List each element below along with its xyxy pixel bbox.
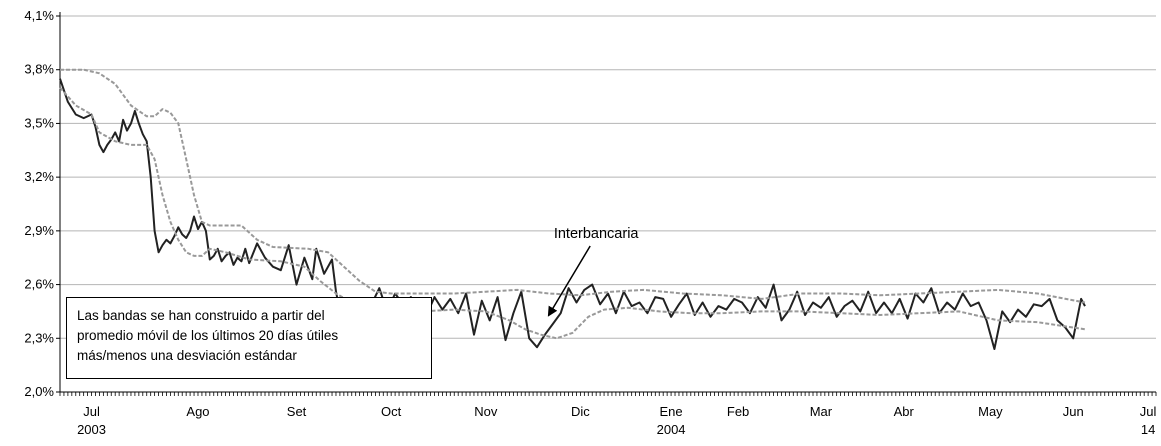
x-tick-label: Jul (83, 404, 100, 419)
x-tick-label: Set (287, 404, 307, 419)
x-tick-sublabel: 14 (1141, 422, 1155, 437)
y-tick-label: 3,5% (24, 115, 54, 130)
x-tick-label: Jul (1140, 404, 1157, 419)
x-tick-label: Abr (894, 404, 915, 419)
note-line-2: promedio móvil de los últimos 20 días út… (77, 328, 339, 343)
axis-labels: 2,0% 2,3% 2,6% 2,9% 3,2% 3,5% 3,8% 4,1% Jul 2003 A… (24, 8, 1156, 437)
annotations: Interbancaria (547, 226, 640, 317)
annotation-arrow (547, 245, 591, 317)
y-tick-label: 2,9% (24, 223, 54, 238)
x-tick-label: Dic (571, 404, 590, 419)
x-tick-label: Jun (1063, 404, 1084, 419)
x-tick-label: May (978, 404, 1003, 419)
x-tick-sublabel: 2003 (77, 422, 106, 437)
annotation-label: Interbancaria (554, 226, 640, 242)
y-tick-label: 2,6% (24, 277, 54, 292)
x-tick-label: Feb (727, 404, 749, 419)
note-box: Las bandas se han construido a partir de… (66, 297, 432, 379)
axes (56, 12, 1157, 396)
x-tick-label: Mar (810, 404, 833, 419)
x-tick-label: Ago (186, 404, 209, 419)
y-tick-label: 2,0% (24, 384, 54, 399)
y-tick-label: 3,2% (24, 169, 54, 184)
x-tick-sublabel: 2004 (657, 422, 686, 437)
x-tick-label: Nov (474, 404, 498, 419)
x-tick-label: Oct (381, 404, 402, 419)
note-line-1: Las bandas se han construido a partir de… (77, 308, 325, 323)
note-line-3: más/menos una desviación estándar (77, 348, 297, 363)
y-tick-label: 4,1% (24, 8, 54, 23)
y-tick-label: 3,8% (24, 62, 54, 77)
upper-band-line (60, 68, 1086, 304)
x-tick-label: Ene (660, 404, 683, 419)
y-tick-label: 2,3% (24, 330, 54, 345)
grid-lines (60, 15, 1156, 339)
